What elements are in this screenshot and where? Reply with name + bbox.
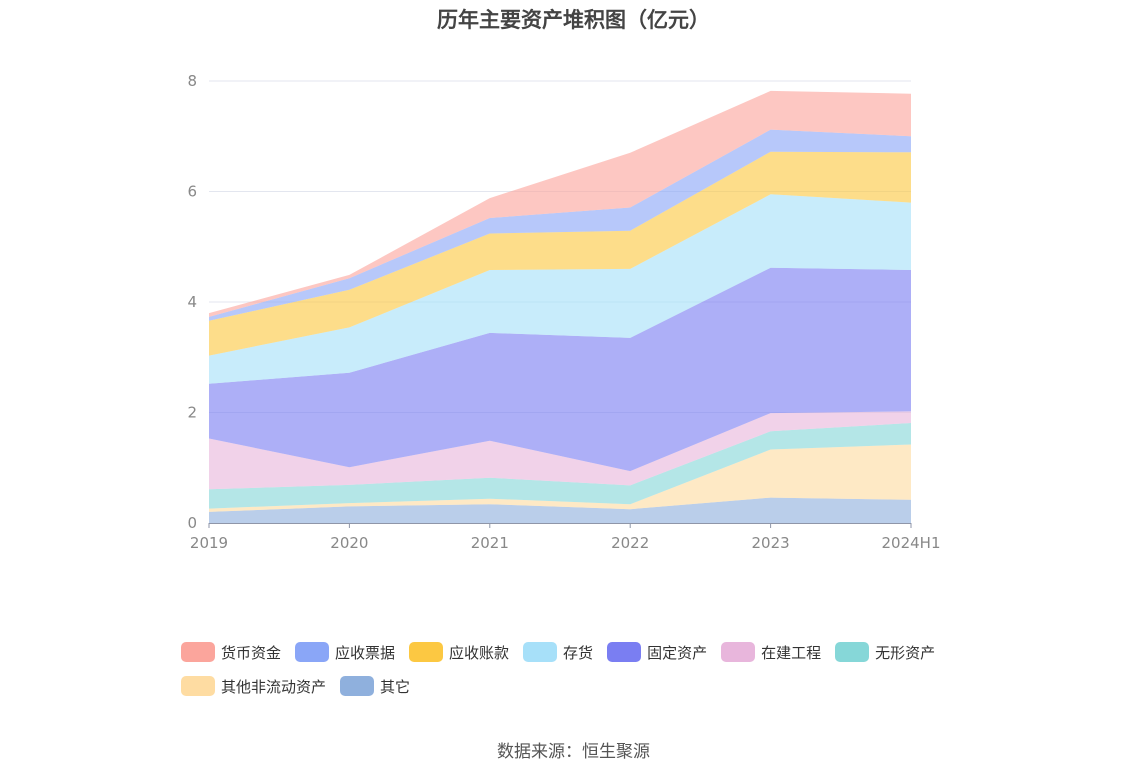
x-tick-label: 2022 [611, 534, 649, 552]
x-tick-label: 2024H1 [882, 534, 941, 552]
y-tick-label: 8 [187, 72, 197, 90]
source-note: 数据来源：恒生聚源 [497, 742, 650, 762]
legend-label: 固定资产 [647, 643, 708, 662]
area-series [209, 267, 911, 472]
legend-label: 存货 [563, 643, 594, 662]
x-tick-label: 2020 [330, 534, 368, 552]
area-series [209, 90, 911, 317]
area-series [209, 194, 911, 384]
legend-item[interactable]: 固定资产 [607, 640, 707, 664]
legend-label: 货币资金 [221, 643, 282, 662]
y-tick-label: 4 [187, 293, 197, 311]
legend-swatch [181, 642, 215, 662]
legend-swatch [181, 676, 215, 696]
area-series [209, 497, 911, 523]
legend: 货币资金 应收票据 应收账款 存货 固定资产 在建工程 无形资产其他非流动资产 其它 [181, 640, 981, 698]
legend-swatch [721, 642, 756, 662]
legend-item[interactable]: 货币资金 [181, 640, 281, 664]
axis-layer: 0 2 4 6 8 2019 2020 2021 2022 2023 2024H1 [187, 72, 940, 552]
legend-label: 应收账款 [449, 643, 510, 662]
legend-label: 其他非流动资产 [221, 677, 327, 696]
x-tick-label: 2023 [752, 534, 790, 552]
x-tick-label: 2019 [190, 534, 228, 552]
y-tick-label: 6 [187, 183, 197, 201]
legend-swatch [340, 676, 375, 696]
y-tick-label: 0 [187, 514, 197, 532]
legend-item[interactable]: 应收账款 [409, 640, 509, 664]
y-tick-label: 2 [187, 404, 197, 422]
legend-item[interactable]: 存货 [523, 640, 593, 664]
legend-swatch [607, 642, 642, 662]
legend-label: 应收票据 [335, 643, 396, 662]
area-series [209, 444, 911, 512]
legend-item[interactable]: 应收票据 [295, 640, 395, 664]
legend-swatch [523, 642, 558, 662]
legend-swatch [409, 642, 444, 662]
legend-label: 无形资产 [875, 643, 936, 662]
legend-label: 在建工程 [761, 643, 822, 662]
area-series [209, 411, 911, 490]
legend-item[interactable]: 无形资产 [835, 640, 935, 664]
legend-item[interactable]: 其他非流动资产 [181, 674, 326, 698]
legend-label: 其它 [380, 677, 411, 696]
area-layer [209, 90, 911, 523]
area-series [209, 423, 911, 509]
area-series [209, 129, 911, 321]
chart-title: 历年主要资产堆积图（亿元） [437, 8, 710, 32]
area-series [209, 151, 911, 356]
x-tick-label: 2021 [471, 534, 509, 552]
legend-item[interactable]: 在建工程 [721, 640, 821, 664]
stacked-area-chart: 0 2 4 6 8 2019 2020 2021 2022 2023 2024H1 [187, 72, 940, 552]
legend-swatch [295, 642, 330, 662]
legend-swatch [835, 642, 870, 662]
legend-item[interactable]: 其它 [340, 674, 410, 698]
